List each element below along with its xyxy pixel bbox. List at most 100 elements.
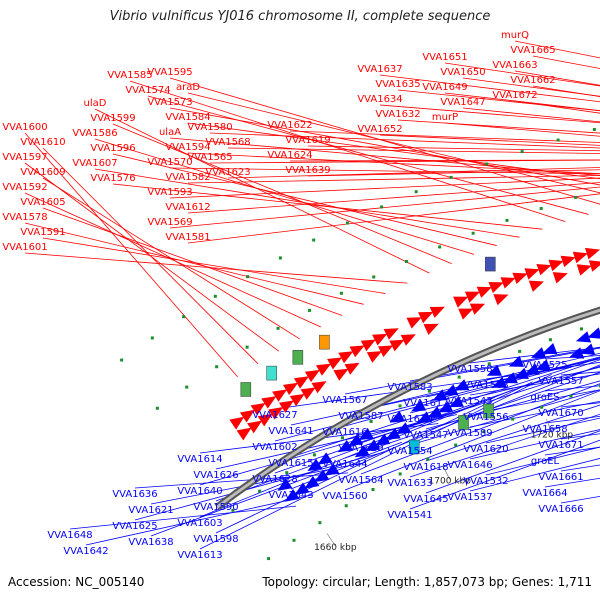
minus-gene-label: VVA1628 xyxy=(252,474,297,485)
guide-dot xyxy=(556,138,560,142)
plus-strand-gene xyxy=(272,389,288,402)
label-leader-line xyxy=(307,169,600,177)
plus-strand-gene xyxy=(576,264,592,276)
minus-gene-label: groES xyxy=(530,392,559,403)
plus-strand-gene xyxy=(333,368,349,381)
label-leader-line xyxy=(187,182,600,214)
minus-gene-label: VVA1661 xyxy=(538,472,583,483)
plus-gene-label: VVA1612 xyxy=(165,202,210,213)
label-leader-line xyxy=(379,134,600,146)
guide-dot xyxy=(414,190,418,194)
plus-strand-gene xyxy=(229,416,245,430)
label-leader-line xyxy=(344,371,600,459)
plus-gene-label: VVA1601 xyxy=(2,242,47,253)
plus-strand-gene xyxy=(283,382,299,396)
guide-dot xyxy=(372,275,376,279)
plus-strand-gene xyxy=(429,306,445,318)
minus-gene-label: VVA1554 xyxy=(387,446,432,457)
minus-gene-label: VVA1618 xyxy=(403,462,448,473)
annotation-box xyxy=(240,382,252,397)
guide-dot xyxy=(120,358,124,362)
annotation-box xyxy=(483,403,494,419)
guide-dot xyxy=(308,308,312,312)
guide-dot xyxy=(398,404,402,408)
plus-strand-gene xyxy=(300,387,316,400)
tick-label: 1720 kbp xyxy=(531,430,574,440)
minus-gene-label: VVA1564 xyxy=(338,475,383,486)
label-leader-line xyxy=(69,505,297,530)
minus-gene-label: VVA1532 xyxy=(463,476,508,487)
minus-strand-gene xyxy=(491,376,507,388)
plus-strand-gene xyxy=(316,363,332,376)
plus-strand-gene xyxy=(304,369,320,383)
label-leader-line xyxy=(469,458,600,492)
minus-gene-label: VVA1664 xyxy=(522,488,567,499)
label-leader-line xyxy=(24,162,280,352)
guide-dot xyxy=(369,419,373,423)
plus-gene-label: VVA1622 xyxy=(267,120,312,131)
guide-dot xyxy=(150,336,154,340)
guide-dot xyxy=(278,256,282,260)
plus-strand-gene xyxy=(247,420,263,434)
label-leader-line xyxy=(444,122,600,137)
minus-gene-label: VVA1558 xyxy=(447,364,492,375)
plus-strand-gene xyxy=(250,402,266,416)
guide-dot xyxy=(246,275,250,279)
plus-strand-gene xyxy=(261,396,277,409)
plus-gene-label: VVA1672 xyxy=(492,90,537,101)
plus-strand-gene xyxy=(268,407,284,420)
plus-strand-gene xyxy=(389,339,405,352)
plus-strand-gene xyxy=(406,317,422,329)
label-leader-line xyxy=(485,389,600,412)
plus-gene-label: VVA1637 xyxy=(357,64,402,75)
plus-gene-label: VVA1634 xyxy=(357,94,402,105)
minus-strand-gene xyxy=(411,399,427,412)
guide-dot xyxy=(449,175,453,179)
label-leader-line xyxy=(169,77,600,205)
plus-strand-gene xyxy=(476,286,492,298)
plus-gene-label: VVA1568 xyxy=(205,137,250,148)
plus-gene-label: VVA1581 xyxy=(165,232,210,243)
minus-gene-label: VVA1627 xyxy=(252,410,297,421)
guide-dot xyxy=(312,453,316,457)
minus-gene-label: VVA1658 xyxy=(522,424,567,435)
label-leader-line xyxy=(85,494,314,546)
plus-strand-gene xyxy=(383,328,399,340)
guide-dot xyxy=(548,338,552,342)
guide-dot xyxy=(185,385,189,389)
guide-dot xyxy=(276,326,280,330)
plus-strand-gene xyxy=(512,272,528,284)
plus-gene-label: VVA1578 xyxy=(2,212,47,223)
guide-dot xyxy=(182,315,186,319)
label-leader-line xyxy=(227,167,600,179)
guide-dot xyxy=(471,231,475,235)
label-leader-line xyxy=(134,451,384,521)
minus-gene-label: VVA1613 xyxy=(177,550,222,561)
plus-strand-gene xyxy=(289,393,305,407)
plus-strand-gene xyxy=(338,351,354,364)
plus-strand-gene xyxy=(500,277,516,289)
plus-gene-label: VVA1584 xyxy=(165,112,210,123)
guide-dot xyxy=(505,218,509,222)
plus-gene-label: VVA1569 xyxy=(147,217,192,228)
minus-strand-gene xyxy=(354,445,370,458)
plus-strand-gene xyxy=(236,427,252,441)
plus-strand-gene xyxy=(378,345,394,358)
plus-strand-gene xyxy=(279,400,295,413)
label-leader-line xyxy=(24,222,364,305)
label-leader-line xyxy=(409,389,600,446)
label-leader-line xyxy=(199,389,514,518)
guide-dot xyxy=(215,365,219,369)
plus-strand-gene xyxy=(366,351,382,363)
guide-dot xyxy=(292,538,296,542)
minus-gene-label: VVA1642 xyxy=(63,546,108,557)
minus-strand-gene xyxy=(385,427,401,440)
minus-strand-gene xyxy=(284,488,300,502)
plus-strand-gene xyxy=(327,357,343,370)
guide-dot xyxy=(438,245,442,249)
label-leader-line xyxy=(187,152,600,175)
guide-dot xyxy=(426,457,430,461)
tick-label: 1700 kbp xyxy=(429,476,472,486)
plus-strand-gene xyxy=(464,291,481,303)
minus-gene-label: VVA1621 xyxy=(128,505,173,516)
